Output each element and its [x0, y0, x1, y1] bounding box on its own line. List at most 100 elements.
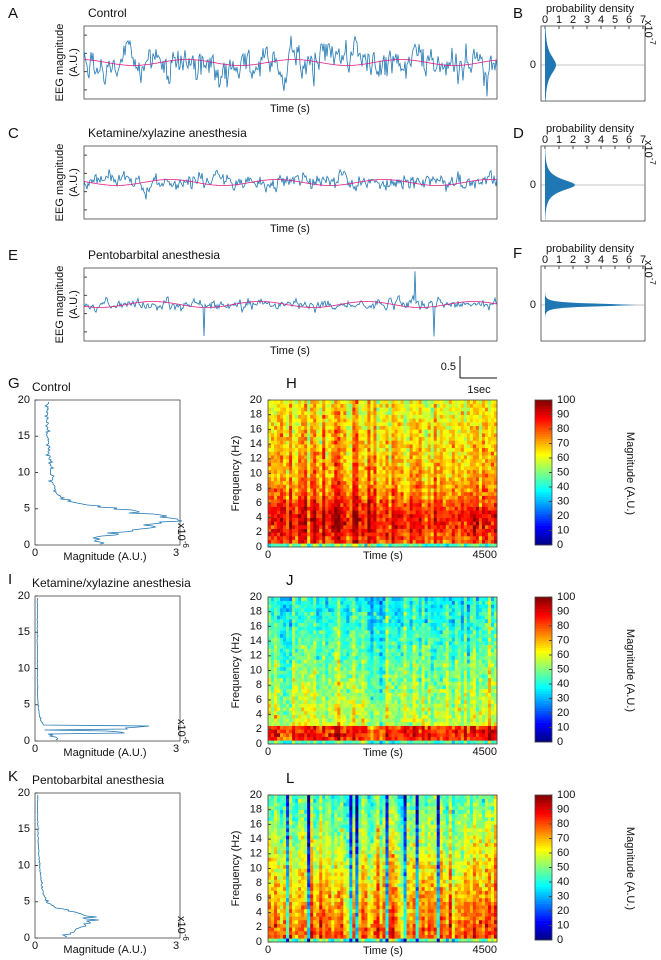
spectrogram-cell: [355, 721, 359, 726]
spectrogram-cell: [373, 721, 377, 726]
spectrogram-cell: [364, 699, 368, 704]
spectrogram-cell: [310, 644, 314, 649]
spectrogram-cell: [346, 732, 350, 737]
spectrogram-cell: [328, 685, 332, 690]
spectrogram-cell: [343, 710, 347, 715]
spectrogram-cell: [313, 710, 317, 715]
spectrogram-cell: [283, 414, 287, 419]
spectrogram-cell: [304, 677, 308, 682]
spectrogram-cell: [307, 422, 311, 427]
spectrogram-cell: [331, 444, 335, 449]
spectrogram-cell: [349, 506, 353, 511]
spectrogram-cell: [304, 473, 308, 478]
spectrogram-cell: [490, 528, 495, 533]
spectrogram-cell: [382, 440, 386, 445]
spectrogram-cell: [370, 506, 374, 511]
spectrogram-cell: [340, 666, 344, 671]
spectrogram-cell: [343, 510, 347, 515]
spectrogram-cell: [379, 604, 383, 609]
spectrogram-cell: [304, 699, 308, 704]
spectrogram-cell: [322, 403, 326, 408]
spectrogram-cell: [331, 685, 335, 690]
spectrogram-cell: [361, 440, 365, 445]
spectrogram-cell: [376, 510, 380, 515]
spectrogram-cell: [337, 670, 341, 675]
spectrogram-cell: [268, 659, 272, 664]
spectrogram-cell: [454, 535, 459, 540]
spectrogram-cell: [277, 637, 281, 642]
spectrogram-cell: [352, 652, 356, 657]
panel-title: Pentobarbital anesthesia: [32, 773, 164, 787]
spectrogram-cell: [355, 455, 359, 460]
spectrogram-cell: [454, 414, 459, 419]
spectrogram-cell: [352, 707, 356, 712]
spectrogram-cell: [316, 484, 320, 489]
spectrogram-cell: [292, 436, 296, 441]
spectrogram-cell: [322, 644, 326, 649]
spectrogram-cell: [484, 488, 489, 493]
spectrogram-cell: [364, 495, 368, 500]
spectrogram-cell: [301, 725, 305, 730]
spectrogram-cell: [283, 506, 287, 511]
spectrogram-cell: [346, 447, 350, 452]
spectrogram-cell: [271, 692, 275, 697]
spectrogram-cell: [328, 736, 332, 741]
spectrogram-cell: [412, 480, 416, 485]
spectrogram-cell: [298, 699, 302, 704]
spectrogram-cell: [301, 440, 305, 445]
spectrogram-cell: [319, 641, 323, 646]
spectrogram-cell: [382, 644, 386, 649]
spectrogram-cell: [364, 466, 368, 471]
x-tick-label: 0: [265, 549, 271, 561]
spectrogram-cell: [391, 685, 395, 690]
spectrogram-cell: [418, 495, 422, 500]
spectrogram-cell: [367, 524, 371, 529]
spectrogram-cell: [337, 652, 341, 657]
spectrogram-cell: [448, 484, 453, 489]
spectrogram-cell: [346, 495, 350, 500]
spectrogram-cell: [277, 663, 281, 668]
spectrogram-cell: [313, 535, 317, 540]
spectrogram-cell: [349, 740, 353, 745]
spectrogram-cell: [337, 469, 341, 474]
spectrogram-cell: [367, 659, 371, 664]
spectrogram-cell: [463, 532, 468, 537]
spectrogram-cell: [475, 506, 480, 511]
spectrogram-cell: [391, 736, 395, 741]
spectrogram-cell: [379, 732, 383, 737]
spectrogram-cell: [346, 440, 350, 445]
spectrogram-cell: [382, 499, 386, 504]
spectrogram-cell: [286, 611, 290, 616]
spectrogram-cell: [319, 455, 323, 460]
spectrogram-cell: [388, 506, 392, 511]
spectrogram-cell: [355, 462, 359, 467]
spectrogram-cell: [406, 451, 410, 456]
spectrogram-cell: [355, 674, 359, 679]
spectrogram-cell: [346, 466, 350, 471]
spectrogram-cell: [328, 447, 332, 452]
spectrogram-cell: [364, 411, 368, 415]
spectrogram-cell: [280, 692, 284, 697]
spectrogram-cell: [322, 495, 326, 500]
spectrogram-cell: [346, 729, 350, 734]
x-tick-label: 5: [612, 134, 618, 146]
spectrogram-cell: [319, 458, 323, 463]
spectrogram-cell: [274, 604, 278, 609]
spectrogram-cell: [364, 506, 368, 511]
spectrogram-cell: [439, 411, 444, 415]
spectrogram-cell: [280, 403, 284, 408]
spectrogram-cell: [409, 524, 413, 529]
spectrogram-cell: [454, 510, 459, 515]
spectrogram-cell: [427, 484, 432, 489]
spectrogram-cell: [307, 425, 311, 430]
spectrogram-cell: [427, 429, 432, 434]
spectrogram-cell: [307, 615, 311, 620]
spectrogram-cell: [337, 655, 341, 660]
spectrogram-cell: [307, 403, 311, 408]
spectrogram-cell: [355, 725, 359, 730]
spectrogram-cell: [409, 521, 413, 526]
spectrogram-cell: [394, 451, 398, 456]
spectrogram-cell: [277, 532, 281, 537]
spectrogram-cell: [286, 502, 290, 507]
spectrogram-cell: [379, 539, 383, 544]
